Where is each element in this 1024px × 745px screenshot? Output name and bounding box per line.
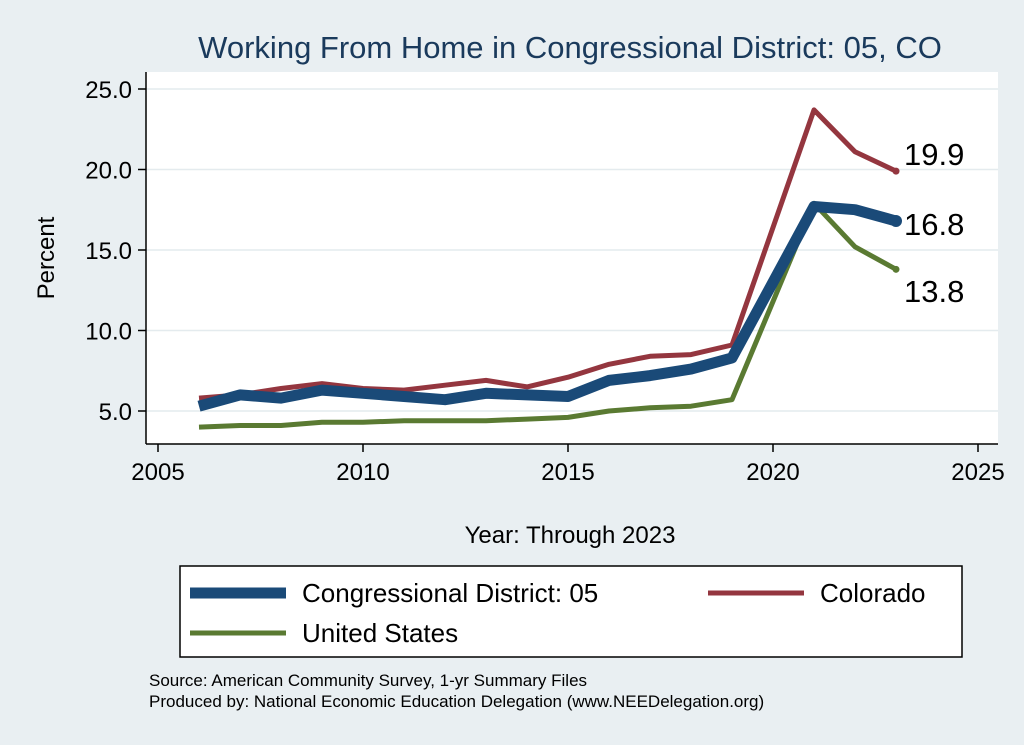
y-axis-title: Percent [33, 216, 60, 299]
legend-label-united-states: United States [302, 618, 458, 648]
end-labels: 16.8 19.9 13.8 [904, 137, 964, 309]
legend-label-district: Congressional District: 05 [302, 578, 598, 608]
y-tick-label: 25.0 [85, 77, 132, 104]
source-note: Source: American Community Survey, 1-yr … [149, 671, 588, 690]
chart-title: Working From Home in Congressional Distr… [198, 30, 942, 65]
end-value-label-district: 16.8 [904, 207, 964, 242]
series-end-point-united-states [892, 265, 900, 273]
x-tick-label: 2015 [541, 459, 594, 486]
end-value-label-colorado: 19.9 [904, 137, 964, 172]
series-line-united-states [198, 200, 898, 430]
x-tick-label: 2005 [131, 459, 184, 486]
axes: 5.0 10.0 15.0 20.0 25.0 2005 2010 2015 2020 2025 [85, 72, 1005, 486]
x-tick-label: 2010 [336, 459, 389, 486]
series-end-point-district [890, 215, 902, 228]
producer-note: Produced by: National Economic Education… [149, 692, 765, 711]
x-tick-label: 2025 [951, 459, 1004, 486]
legend-label-colorado: Colorado [820, 578, 926, 608]
legend-box [179, 565, 963, 658]
legend: Congressional District: 05 Colorado Unit… [179, 565, 963, 658]
x-axis-title: Year: Through 2023 [465, 522, 676, 549]
y-tick-label: 5.0 [99, 399, 132, 426]
x-tick-label: 2020 [746, 459, 799, 486]
series-end-point-colorado [892, 167, 900, 175]
series-lines [197, 107, 902, 430]
series-line-colorado [198, 107, 898, 401]
end-value-label-united-states: 13.8 [904, 274, 964, 309]
y-tick-label: 15.0 [85, 238, 132, 265]
y-tick-label: 20.0 [85, 158, 132, 185]
y-tick-label: 10.0 [85, 319, 132, 346]
plot-area [146, 72, 998, 444]
series-line-district [197, 201, 898, 412]
